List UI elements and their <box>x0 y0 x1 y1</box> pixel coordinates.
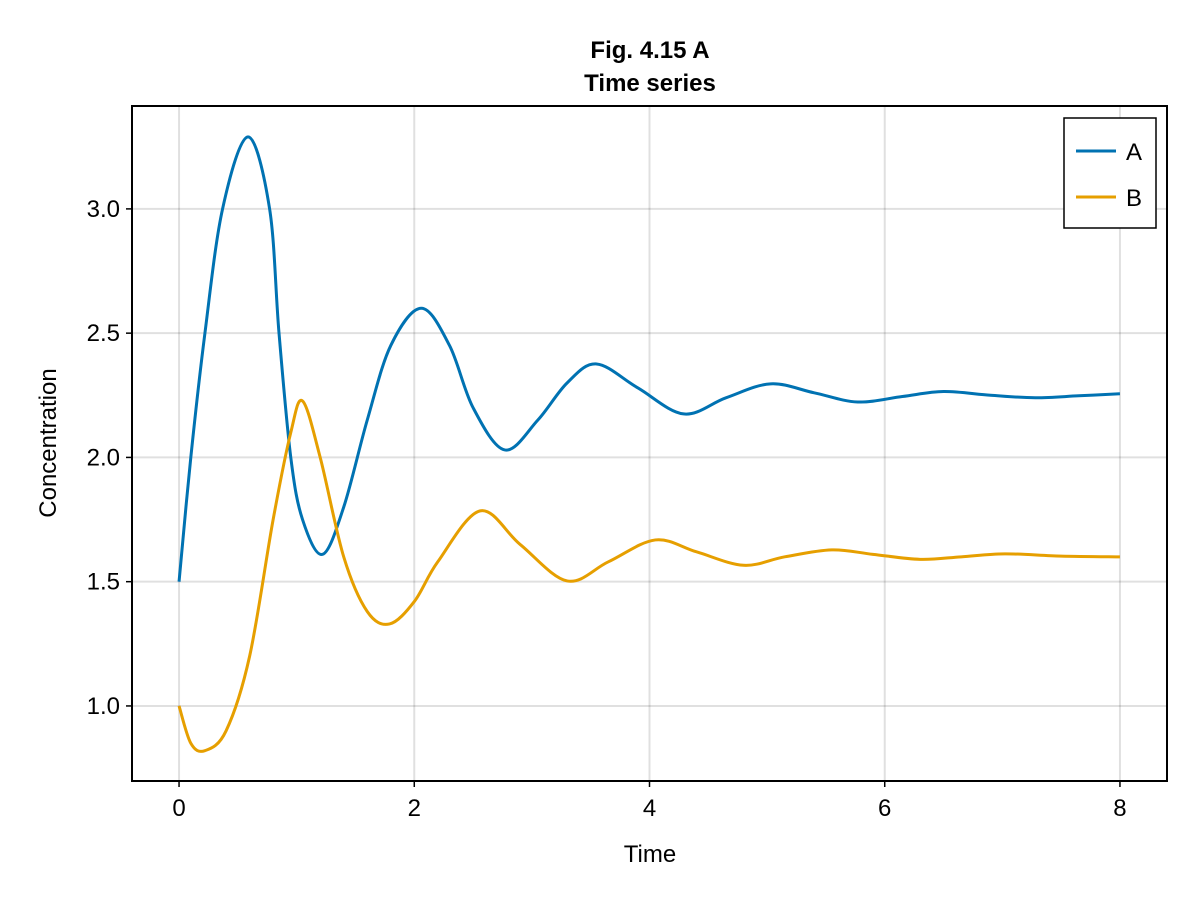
legend-box <box>1063 117 1157 229</box>
chart-title: Fig. 4.15 A <box>590 37 709 64</box>
x-tick-label: 0 <box>172 795 185 822</box>
legend-label: A <box>1126 139 1142 166</box>
series-line-b <box>177 398 1120 753</box>
x-tick-label: 8 <box>1113 795 1126 822</box>
legend: AB <box>1063 117 1157 229</box>
y-axis-ticks: 1.0 1.5 2.0 2.5 3.0 <box>87 196 132 720</box>
y-tick-label: 2.0 <box>87 444 120 471</box>
x-axis-label: Time <box>624 841 676 868</box>
x-axis-ticks: 0 2 4 6 8 <box>172 781 1127 822</box>
y-axis-label: Concentration <box>35 368 62 517</box>
x-tick-label: 6 <box>878 795 891 822</box>
legend-label: B <box>1126 185 1142 212</box>
x-tick-label: 4 <box>643 795 656 822</box>
series-lines <box>177 135 1121 753</box>
series-line-a <box>177 135 1121 582</box>
x-tick-label: 2 <box>408 795 421 822</box>
y-tick-label: 1.0 <box>87 693 120 720</box>
y-tick-label: 1.5 <box>87 569 120 596</box>
y-tick-label: 2.5 <box>87 320 120 347</box>
grid <box>132 106 1167 781</box>
y-tick-label: 3.0 <box>87 196 120 223</box>
chart-subtitle: Time series <box>584 70 716 97</box>
